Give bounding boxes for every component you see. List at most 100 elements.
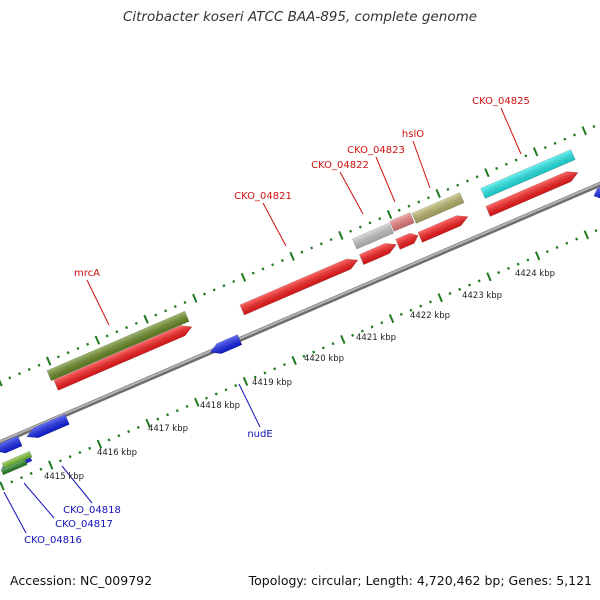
leader-line (375, 156, 396, 203)
major-tick (94, 335, 101, 345)
gene-label[interactable]: nudE (247, 429, 272, 440)
CKO_04823-cog[interactable] (389, 212, 415, 232)
minor-tick (426, 196, 430, 200)
gene-label[interactable]: CKO_04817 (55, 519, 113, 530)
minor-tick (592, 125, 596, 129)
major-tick (145, 418, 151, 428)
topology-text: Topology: circular; Length: 4,720,462 bp… (248, 573, 592, 588)
major-tick (437, 293, 443, 303)
next-reverse-cds[interactable] (592, 182, 600, 201)
leader-line (86, 279, 110, 326)
minor-tick (351, 333, 355, 337)
minor-tick (10, 480, 14, 484)
gene-label[interactable]: hslO (402, 129, 424, 140)
CKO_04821-cds[interactable] (239, 255, 360, 316)
minor-tick (185, 404, 189, 409)
minor-tick (56, 355, 60, 359)
leader-line (500, 107, 522, 155)
minor-tick (253, 375, 257, 379)
minor-tick (17, 372, 21, 376)
gene-label[interactable]: mrcA (74, 268, 100, 279)
major-tick (240, 272, 247, 282)
minor-tick (321, 346, 325, 350)
minor-tick (234, 384, 238, 388)
minor-tick (458, 287, 462, 291)
minor-tick (565, 241, 569, 245)
minor-tick (271, 263, 275, 267)
forward-tick-track (0, 125, 596, 387)
CKO_04816-cog[interactable] (0, 458, 28, 476)
CKO_04822-cds[interactable] (358, 239, 398, 265)
leader-line (3, 491, 27, 534)
major-tick (386, 209, 393, 220)
major-tick (45, 356, 52, 366)
gene-label[interactable]: CKO_04816 (24, 535, 82, 546)
minor-tick (222, 284, 226, 288)
CKO_04825-cds[interactable] (485, 168, 580, 217)
gene-label[interactable]: CKO_04818 (63, 505, 121, 516)
gene-label[interactable]: CKO_04825 (472, 96, 530, 107)
minor-tick (360, 329, 364, 333)
minor-tick (545, 250, 549, 254)
minor-tick (477, 279, 481, 283)
hslO-cds[interactable] (417, 212, 470, 243)
minor-tick (154, 313, 158, 317)
minor-tick (27, 367, 31, 371)
minor-tick (370, 325, 374, 329)
kbp-label: 4416 kbp (97, 448, 137, 458)
major-tick (532, 147, 539, 157)
gene-labels: mrcA CKO_04821 CKO_04822 CKO_04823 hslO CKO_0… (24, 96, 530, 546)
minor-tick (497, 271, 501, 275)
kbp-label: 4419 kbp (252, 378, 292, 388)
major-tick (534, 251, 541, 261)
minor-tick (282, 363, 286, 367)
CKO_04823-cds[interactable] (395, 231, 421, 250)
gene-label[interactable]: CKO_04821 (234, 191, 292, 202)
minor-tick (399, 312, 403, 316)
CKO_04817-cds[interactable] (0, 435, 23, 456)
major-tick (291, 355, 297, 365)
gene-label[interactable]: CKO_04823 (347, 145, 405, 156)
nudE-cds[interactable] (208, 334, 243, 358)
minor-tick (273, 367, 277, 371)
minor-tick (302, 354, 306, 358)
minor-tick (506, 266, 510, 270)
minor-tick (76, 346, 80, 351)
minor-tick (134, 321, 138, 325)
CKO_04817-cog[interactable] (1, 450, 33, 470)
minor-tick (310, 246, 314, 250)
label-leaders (3, 107, 522, 534)
CKO_04818-cds[interactable] (25, 413, 70, 442)
major-tick (194, 397, 200, 407)
kbp-label: 4415 kbp (44, 472, 84, 482)
leader-line (238, 383, 261, 428)
minor-tick (166, 413, 170, 417)
minor-tick (164, 309, 168, 313)
minor-tick (358, 225, 362, 229)
hslO-cog[interactable] (411, 192, 465, 224)
CKO_04822-cog[interactable] (352, 222, 394, 250)
minor-tick (329, 238, 333, 242)
mrcA-cog[interactable] (46, 310, 190, 382)
mrcA-cds[interactable] (53, 322, 194, 391)
kbp-label: 4424 kbp (515, 269, 555, 279)
minor-tick (429, 300, 432, 304)
kbp-label: 4422 kbp (410, 311, 450, 321)
minor-tick (555, 245, 559, 249)
minor-tick (514, 158, 518, 162)
kbp-label: 4417 kbp (148, 424, 188, 434)
major-tick (96, 439, 103, 449)
minor-tick (331, 342, 335, 346)
minor-tick (107, 438, 111, 442)
CKO_04825-cog[interactable] (480, 149, 576, 199)
minor-tick (205, 396, 208, 400)
kbp-label: 4418 kbp (200, 401, 240, 411)
gene-label[interactable]: CKO_04822 (311, 160, 369, 171)
kbp-label: 4423 kbp (462, 291, 502, 301)
major-tick (143, 314, 149, 324)
minor-tick (156, 417, 160, 421)
minor-tick (378, 217, 382, 221)
minor-tick (553, 141, 557, 145)
minor-tick (88, 446, 92, 450)
